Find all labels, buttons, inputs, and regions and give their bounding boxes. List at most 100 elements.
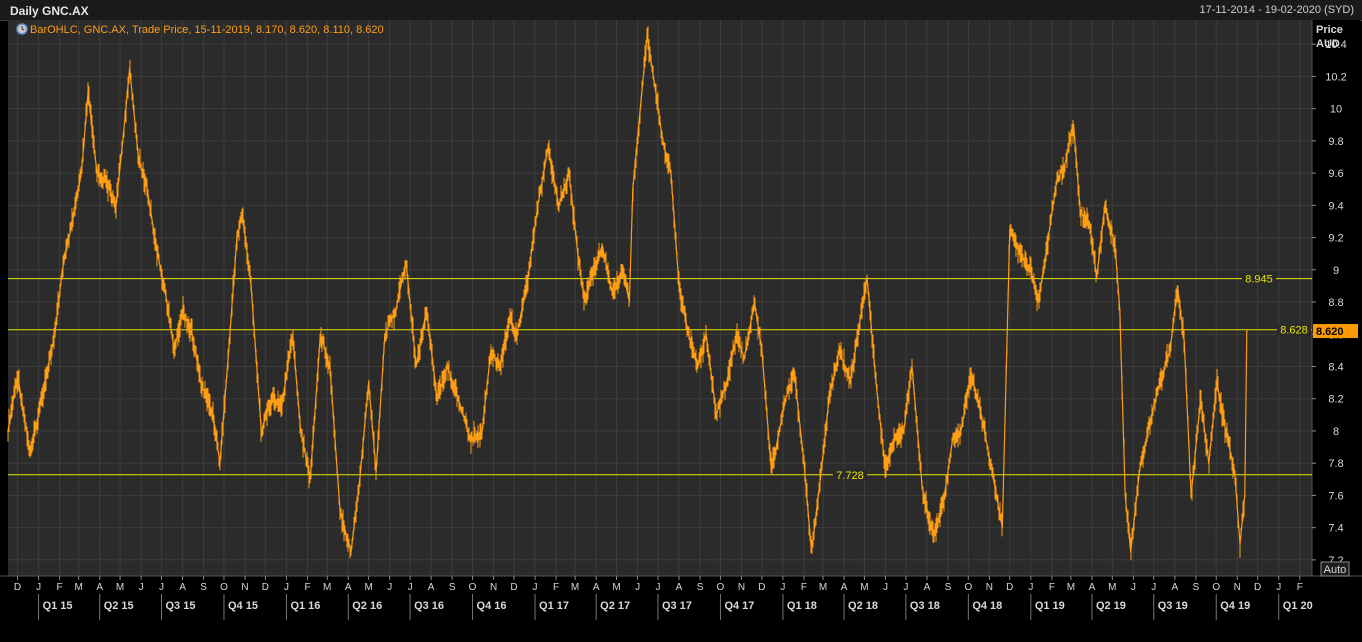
price-point bbox=[212, 414, 214, 416]
y-tick-label: 7.8 bbox=[1328, 458, 1343, 470]
price-point bbox=[639, 107, 642, 110]
price-point bbox=[405, 260, 407, 263]
month-tick-label: F bbox=[57, 582, 63, 593]
month-tick-label: A bbox=[428, 582, 435, 593]
quarter-tick-label: Q4 18 bbox=[972, 600, 1002, 612]
y-tick-label: 8.4 bbox=[1328, 361, 1343, 373]
price-point bbox=[1037, 301, 1040, 303]
y-tick-label: 8.8 bbox=[1328, 297, 1343, 309]
month-tick-label: S bbox=[697, 582, 704, 593]
quarter-tick-label: Q3 16 bbox=[414, 600, 444, 612]
price-point bbox=[678, 285, 680, 287]
month-tick-label: J bbox=[1028, 582, 1033, 593]
price-point bbox=[359, 478, 361, 481]
price-point bbox=[137, 156, 140, 158]
month-tick-label: J bbox=[387, 582, 392, 593]
price-point bbox=[655, 91, 657, 94]
price-point bbox=[469, 438, 472, 440]
price-point bbox=[7, 430, 9, 432]
month-tick-label: J bbox=[903, 582, 908, 593]
month-tick-label: J bbox=[408, 582, 413, 593]
price-point bbox=[894, 438, 896, 440]
price-point bbox=[1190, 494, 1192, 497]
price-point bbox=[646, 35, 648, 37]
price-point bbox=[200, 381, 202, 384]
quarter-tick-label: Q2 19 bbox=[1096, 600, 1126, 612]
price-point bbox=[592, 268, 595, 271]
auto-scale-button[interactable] bbox=[1320, 561, 1350, 577]
price-point bbox=[980, 414, 983, 416]
month-tick-label: M bbox=[116, 582, 124, 593]
quarter-tick-label: Q1 16 bbox=[290, 600, 320, 612]
price-point bbox=[526, 285, 528, 287]
price-point bbox=[1224, 430, 1227, 432]
month-tick-label: A bbox=[345, 582, 352, 593]
price-point bbox=[1118, 309, 1121, 311]
price-point bbox=[970, 373, 972, 376]
month-tick-label: F bbox=[801, 582, 807, 593]
price-point bbox=[498, 365, 501, 368]
price-point bbox=[1114, 244, 1116, 247]
price-point bbox=[803, 462, 805, 464]
last-price-marker bbox=[1313, 324, 1358, 339]
price-chart[interactable]: 7.27.47.67.888.28.48.68.899.29.49.69.810… bbox=[0, 20, 1362, 642]
month-tick-label: D bbox=[1254, 582, 1261, 593]
price-point bbox=[547, 148, 549, 150]
price-point bbox=[61, 268, 64, 271]
y-tick-label: 9 bbox=[1333, 265, 1339, 277]
month-tick-label: D bbox=[1006, 582, 1013, 593]
month-tick-label: A bbox=[96, 582, 103, 593]
price-point bbox=[1207, 462, 1210, 464]
quarter-tick-label: Q3 15 bbox=[165, 600, 195, 612]
month-tick-label: F bbox=[1049, 582, 1055, 593]
price-point bbox=[105, 180, 107, 182]
month-tick-label: J bbox=[159, 582, 164, 593]
y-tick-label: 10.2 bbox=[1325, 71, 1346, 83]
quarter-tick-label: Q1 20 bbox=[1283, 600, 1313, 612]
month-tick-label: N bbox=[490, 582, 497, 593]
y-tick-label: 7.6 bbox=[1328, 490, 1343, 502]
price-point bbox=[753, 301, 756, 303]
price-point bbox=[1008, 228, 1011, 231]
price-point bbox=[558, 204, 560, 207]
y-tick-label: 9.8 bbox=[1328, 136, 1343, 148]
month-tick-label: S bbox=[449, 582, 456, 593]
price-point bbox=[866, 277, 868, 279]
month-tick-label: M bbox=[364, 582, 372, 593]
price-point bbox=[951, 438, 954, 440]
month-tick-label: J bbox=[1151, 582, 1156, 593]
price-point bbox=[128, 67, 131, 70]
month-tick-label: D bbox=[262, 582, 269, 593]
price-point bbox=[163, 285, 166, 287]
price-point bbox=[1159, 381, 1161, 384]
price-point bbox=[339, 510, 341, 513]
price-point bbox=[29, 454, 32, 456]
month-tick-label: N bbox=[738, 582, 745, 593]
legend-text: BarOHLC, GNC.AX, Trade Price, 15-11-2019… bbox=[30, 24, 384, 36]
price-point bbox=[761, 349, 763, 352]
month-tick-label: N bbox=[1234, 582, 1241, 593]
price-point bbox=[54, 333, 56, 336]
price-point bbox=[425, 309, 428, 311]
price-point bbox=[1063, 164, 1066, 166]
month-tick-label: A bbox=[179, 582, 186, 593]
quarter-tick-label: Q4 15 bbox=[228, 600, 258, 612]
price-point bbox=[115, 204, 117, 207]
price-point bbox=[611, 293, 614, 295]
price-point bbox=[1088, 220, 1091, 223]
price-point bbox=[446, 365, 449, 368]
month-tick-label: A bbox=[841, 582, 848, 593]
last-price-label: 8.620 bbox=[1316, 326, 1344, 338]
quarter-tick-label: Q4 17 bbox=[724, 600, 754, 612]
currency-axis-title: AUD bbox=[1316, 38, 1340, 50]
quarter-tick-label: Q1 17 bbox=[539, 600, 569, 612]
price-point bbox=[793, 373, 796, 376]
price-point bbox=[536, 204, 539, 207]
chart-area[interactable]: 7.27.47.67.888.28.48.68.899.29.49.69.810… bbox=[0, 20, 1362, 642]
price-point bbox=[515, 333, 518, 336]
quarter-tick-label: Q2 16 bbox=[352, 600, 382, 612]
price-point bbox=[1079, 212, 1082, 215]
month-tick-label: F bbox=[1297, 582, 1303, 593]
quarter-tick-label: Q1 18 bbox=[787, 600, 817, 612]
price-point bbox=[241, 212, 244, 215]
